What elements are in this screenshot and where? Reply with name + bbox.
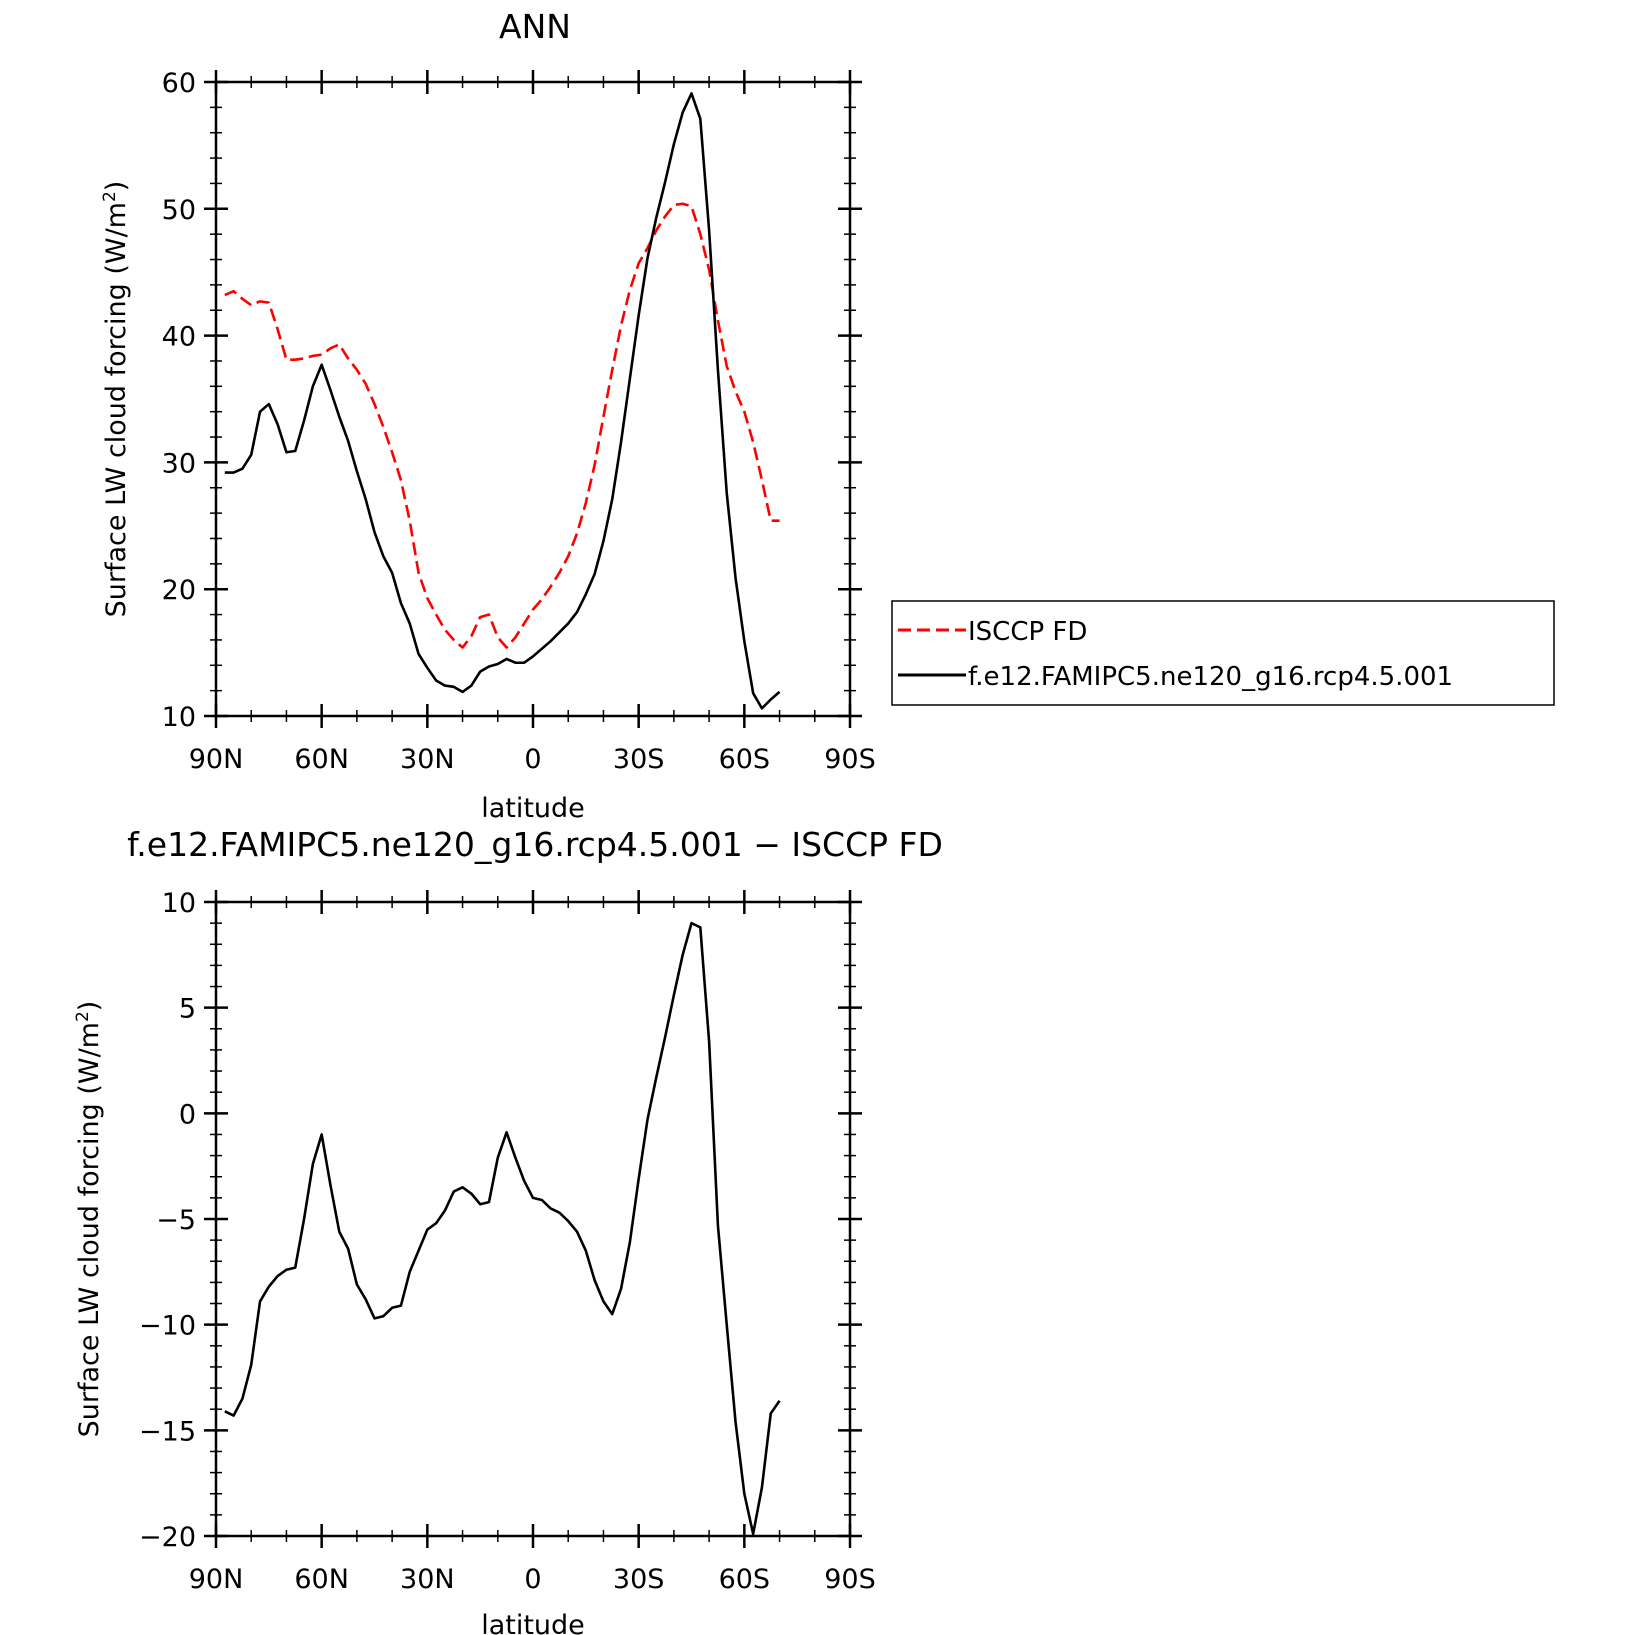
- x-tick-label: 60S: [719, 1564, 771, 1595]
- series-layer: [224, 92, 781, 710]
- x-axis-label: latitude: [481, 793, 585, 824]
- plot-frame: [214, 900, 852, 1538]
- x-tick-label: 30N: [400, 744, 455, 775]
- legend-box: [891, 600, 1555, 706]
- x-tick-label: 90N: [189, 744, 244, 775]
- chart-title: f.e12.FAMIPC5.ne120_g16.rcp4.5.001 − ISC…: [127, 825, 943, 864]
- series-line-isccp: [224, 202, 780, 649]
- x-tick-label: 0: [524, 1564, 541, 1595]
- y-axis-label-superscript: 2: [73, 1011, 93, 1022]
- tick-layer: 10 20 30 40 50 60 90N 60N 30N 0 30S 60S 90S: [162, 68, 876, 775]
- y-tick-label: 0: [179, 1099, 196, 1130]
- y-tick-label: −5: [156, 1205, 196, 1236]
- x-tick-label: 60N: [294, 744, 349, 775]
- chart-title: ANN: [499, 7, 571, 46]
- x-tick-label: 30N: [400, 1564, 455, 1595]
- climatology-panel: ANN 10 20 30 40 50 60 90N 60N 30N 0 30S 60S 90S lati…: [100, 7, 876, 824]
- legend-label-model: f.e12.FAMIPC5.ne120_g16.rcp4.5.001: [968, 662, 1453, 692]
- y-tick-label: −10: [139, 1311, 196, 1342]
- x-tick-label: 90S: [824, 1564, 876, 1595]
- y-tick-label: 10: [162, 888, 196, 919]
- y-axis-label-superscript: 2: [100, 191, 120, 202]
- plot-frame: [214, 80, 852, 718]
- y-axis-label: Surface LW cloud forcing (W/m2): [73, 1001, 105, 1438]
- legend-label-isccp: ISCCP FD: [968, 617, 1087, 647]
- x-tick-label: 90N: [189, 1564, 244, 1595]
- x-axis-label: latitude: [481, 1610, 585, 1635]
- y-axis-label-main: Surface LW cloud forcing (W/m: [101, 202, 132, 617]
- y-axis-label-close: ): [101, 181, 132, 192]
- x-tick-label: 90S: [824, 744, 876, 775]
- y-tick-label: 5: [179, 994, 196, 1025]
- x-tick-label: 30S: [613, 744, 665, 775]
- y-tick-label: 30: [162, 448, 196, 479]
- x-tick-label: 0: [524, 744, 541, 775]
- y-tick-label: 40: [162, 322, 196, 353]
- difference-panel: f.e12.FAMIPC5.ne120_g16.rcp4.5.001 − ISC…: [73, 825, 943, 1635]
- y-axis-label-main: Surface LW cloud forcing (W/m: [74, 1022, 105, 1437]
- x-tick-label: 30S: [613, 1564, 665, 1595]
- tick-layer: −20 −15 −10 −5 0 5 10 90N 60N 30N 0 30S 60S 90S: [139, 888, 876, 1595]
- y-axis-label: Surface LW cloud forcing (W/m2): [100, 181, 132, 618]
- series-layer: [224, 921, 781, 1536]
- x-tick-label: 60N: [294, 1564, 349, 1595]
- y-tick-label: 60: [162, 68, 196, 99]
- x-tick-label: 60S: [719, 744, 771, 775]
- series-line-difference: [224, 921, 781, 1536]
- y-tick-label: 10: [162, 702, 196, 733]
- legend: ISCCP FD f.e12.FAMIPC5.ne120_g16.rcp4.5.…: [891, 600, 1555, 706]
- y-tick-label: −15: [139, 1416, 196, 1447]
- y-axis-label-close: ): [74, 1001, 105, 1012]
- y-tick-label: 20: [162, 575, 196, 606]
- series-line-model: [224, 92, 781, 710]
- y-tick-label: −20: [139, 1522, 196, 1553]
- y-tick-label: 50: [162, 195, 196, 226]
